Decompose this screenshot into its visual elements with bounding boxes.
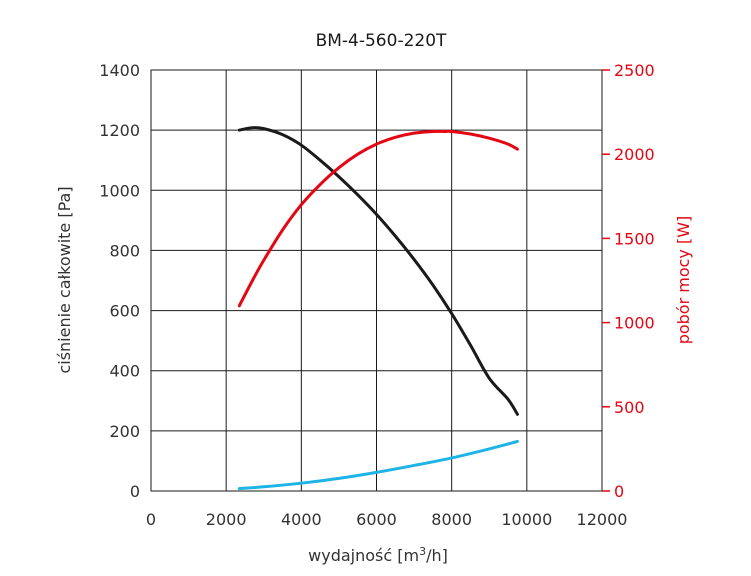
y-left-tick-label: 0 [130, 482, 140, 501]
y-right-tick-label: 0 [614, 482, 624, 501]
chart-title: BM-4-560-220T [316, 31, 447, 51]
series-line-3 [237, 439, 519, 491]
y-left-axis-title: ciśnienie całkowite [Pa] [55, 186, 74, 373]
plot-frame [150, 69, 603, 492]
y-left-tick-label: 800 [109, 241, 140, 260]
y-right-tick-label: 500 [614, 398, 645, 417]
y-right-axis-title: pobór mocy [W] [674, 216, 693, 345]
y-right-axis-ticks: 0 500 1000 1500 2000 2500 [602, 61, 655, 501]
x-tick-label: 8000 [431, 510, 472, 529]
x-tick-label: 4000 [281, 510, 322, 529]
x-tick-label: 6000 [356, 510, 397, 529]
y-right-tick-label: 2500 [614, 61, 655, 80]
series-layer [237, 126, 519, 491]
x-axis-title-suffix: /h] [426, 546, 448, 565]
y-left-tick-label: 200 [109, 422, 140, 441]
x-tick-label: 10000 [501, 510, 552, 529]
x-axis-title-superscript: 3 [419, 545, 426, 558]
y-left-tick-label: 1400 [99, 61, 140, 80]
y-left-tick-label: 600 [109, 302, 140, 321]
x-tick-label: 2000 [206, 510, 247, 529]
y-right-tick-label: 1000 [614, 314, 655, 333]
x-axis-title: wydajność [m3/h] [308, 545, 448, 565]
y-left-tick-label: 1200 [99, 121, 140, 140]
grid [150, 69, 603, 492]
series-line-1 [237, 126, 519, 416]
y-right-tick-label: 2000 [614, 145, 655, 164]
x-axis-ticks: 0 2000 4000 6000 8000 10000 12000 [146, 510, 628, 529]
series-line-2 [237, 129, 519, 308]
y-left-tick-label: 1000 [99, 181, 140, 200]
y-left-axis-ticks: 0 200 400 600 800 1000 1200 1400 [99, 61, 140, 501]
y-left-tick-label: 400 [109, 362, 140, 381]
x-tick-label: 0 [146, 510, 156, 529]
x-axis-title-prefix: wydajność [m [308, 546, 419, 565]
y-right-tick-label: 1500 [614, 229, 655, 248]
x-tick-label: 12000 [577, 510, 628, 529]
